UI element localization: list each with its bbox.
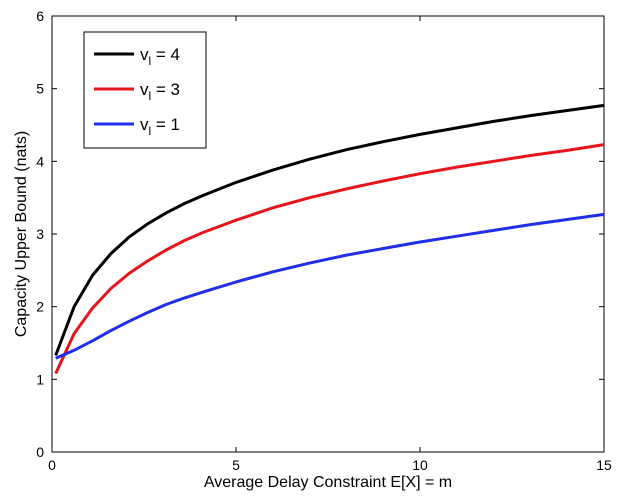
- series-line-0: [54, 103, 605, 356]
- axis-ticks: [51, 15, 605, 453]
- y-tick-label: 4: [36, 153, 44, 169]
- legend: vl = 4 vl = 3 vl = 1: [83, 31, 207, 149]
- legend-entry: vl = 3: [140, 80, 180, 103]
- legend-entry: vl = 4: [140, 45, 180, 68]
- x-tick-label: 10: [412, 457, 428, 473]
- series-lines: [54, 103, 605, 375]
- y-tick-label: 3: [36, 226, 44, 242]
- x-tick-label: 0: [48, 457, 56, 473]
- x-tick-label: 15: [596, 457, 612, 473]
- y-tick-label: 5: [36, 81, 44, 97]
- legend-entry: vl = 1: [140, 115, 180, 138]
- y-axis-label: Capacity Upper Bound (nats): [13, 131, 30, 337]
- series-line-1: [54, 143, 605, 375]
- y-tick-label: 1: [36, 371, 44, 387]
- x-axis-label: Average Delay Constraint E[X] = m: [204, 474, 452, 491]
- x-tick-label: 5: [232, 457, 240, 473]
- y-tick-label: 6: [36, 8, 44, 24]
- y-tick-label: 2: [36, 299, 44, 315]
- y-tick-label: 0: [36, 444, 44, 460]
- axis-tick-labels: 0 5 10 15 0 1 2 3 4 5 6: [36, 8, 612, 473]
- series-line-2: [55, 212, 605, 360]
